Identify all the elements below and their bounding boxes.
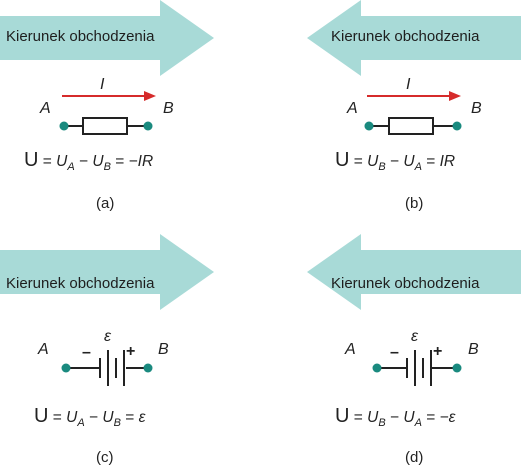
arrow-label: Kierunek obchodzenia xyxy=(6,275,155,292)
panel-caption: (a) xyxy=(96,195,115,212)
minus-sign: – xyxy=(82,344,91,361)
panel-c: Kierunek obchodzenia ε – + A B U = UA − … xyxy=(0,234,260,467)
node-a-label: A xyxy=(347,100,358,117)
node-a-label: A xyxy=(345,341,356,358)
arrow-label: Kierunek obchodzenia xyxy=(331,28,480,45)
node-b-label: B xyxy=(158,341,169,358)
minus-sign: – xyxy=(390,344,399,361)
plus-sign: + xyxy=(433,343,443,360)
panel-caption: (c) xyxy=(96,449,114,466)
terminal-a xyxy=(372,363,382,373)
emf-label: ε xyxy=(104,328,112,345)
equation: U = UB − UA = IR xyxy=(335,149,456,173)
node-a-label: A xyxy=(40,100,51,117)
terminal-a xyxy=(364,121,374,131)
node-a-label: A xyxy=(38,341,49,358)
direction-arrow-left xyxy=(307,234,521,310)
battery-circuit xyxy=(61,350,153,386)
plus-sign: + xyxy=(126,343,136,360)
terminal-a xyxy=(59,121,69,131)
equation: U = UA − UB = −IR xyxy=(24,149,154,173)
terminal-b xyxy=(452,121,462,131)
terminal-a xyxy=(61,363,71,373)
arrow-label: Kierunek obchodzenia xyxy=(6,28,155,45)
panel-b: Kierunek obchodzenia I A B U = UB − UA =… xyxy=(261,0,521,233)
panel-caption: (d) xyxy=(405,449,424,466)
resistor-circuit xyxy=(364,91,462,135)
emf-label: ε xyxy=(411,328,419,345)
resistor-symbol xyxy=(388,117,434,135)
node-b-label: B xyxy=(468,341,479,358)
panel-caption: (b) xyxy=(405,195,424,212)
arrow-label: Kierunek obchodzenia xyxy=(331,275,480,292)
panel-a: Kierunek obchodzenia I A B U = UA − UB =… xyxy=(0,0,260,233)
current-arrow-head xyxy=(144,91,156,101)
panel-d: Kierunek obchodzenia ε – + A B U = UB − … xyxy=(261,234,521,467)
resistor-symbol xyxy=(82,117,128,135)
terminal-b xyxy=(143,363,153,373)
current-label: I xyxy=(406,76,411,93)
current-arrow-head xyxy=(449,91,461,101)
terminal-b xyxy=(143,121,153,131)
equation: U = UA − UB = ε xyxy=(34,405,146,429)
terminal-b xyxy=(452,363,462,373)
direction-arrow-right xyxy=(0,0,214,76)
direction-arrow-right xyxy=(0,234,214,310)
direction-arrow-left xyxy=(307,0,521,76)
node-b-label: B xyxy=(471,100,482,117)
current-label: I xyxy=(100,76,105,93)
resistor-circuit xyxy=(59,91,156,135)
equation: U = UB − UA = −ε xyxy=(335,405,456,429)
node-b-label: B xyxy=(163,100,174,117)
battery-circuit xyxy=(372,350,462,386)
